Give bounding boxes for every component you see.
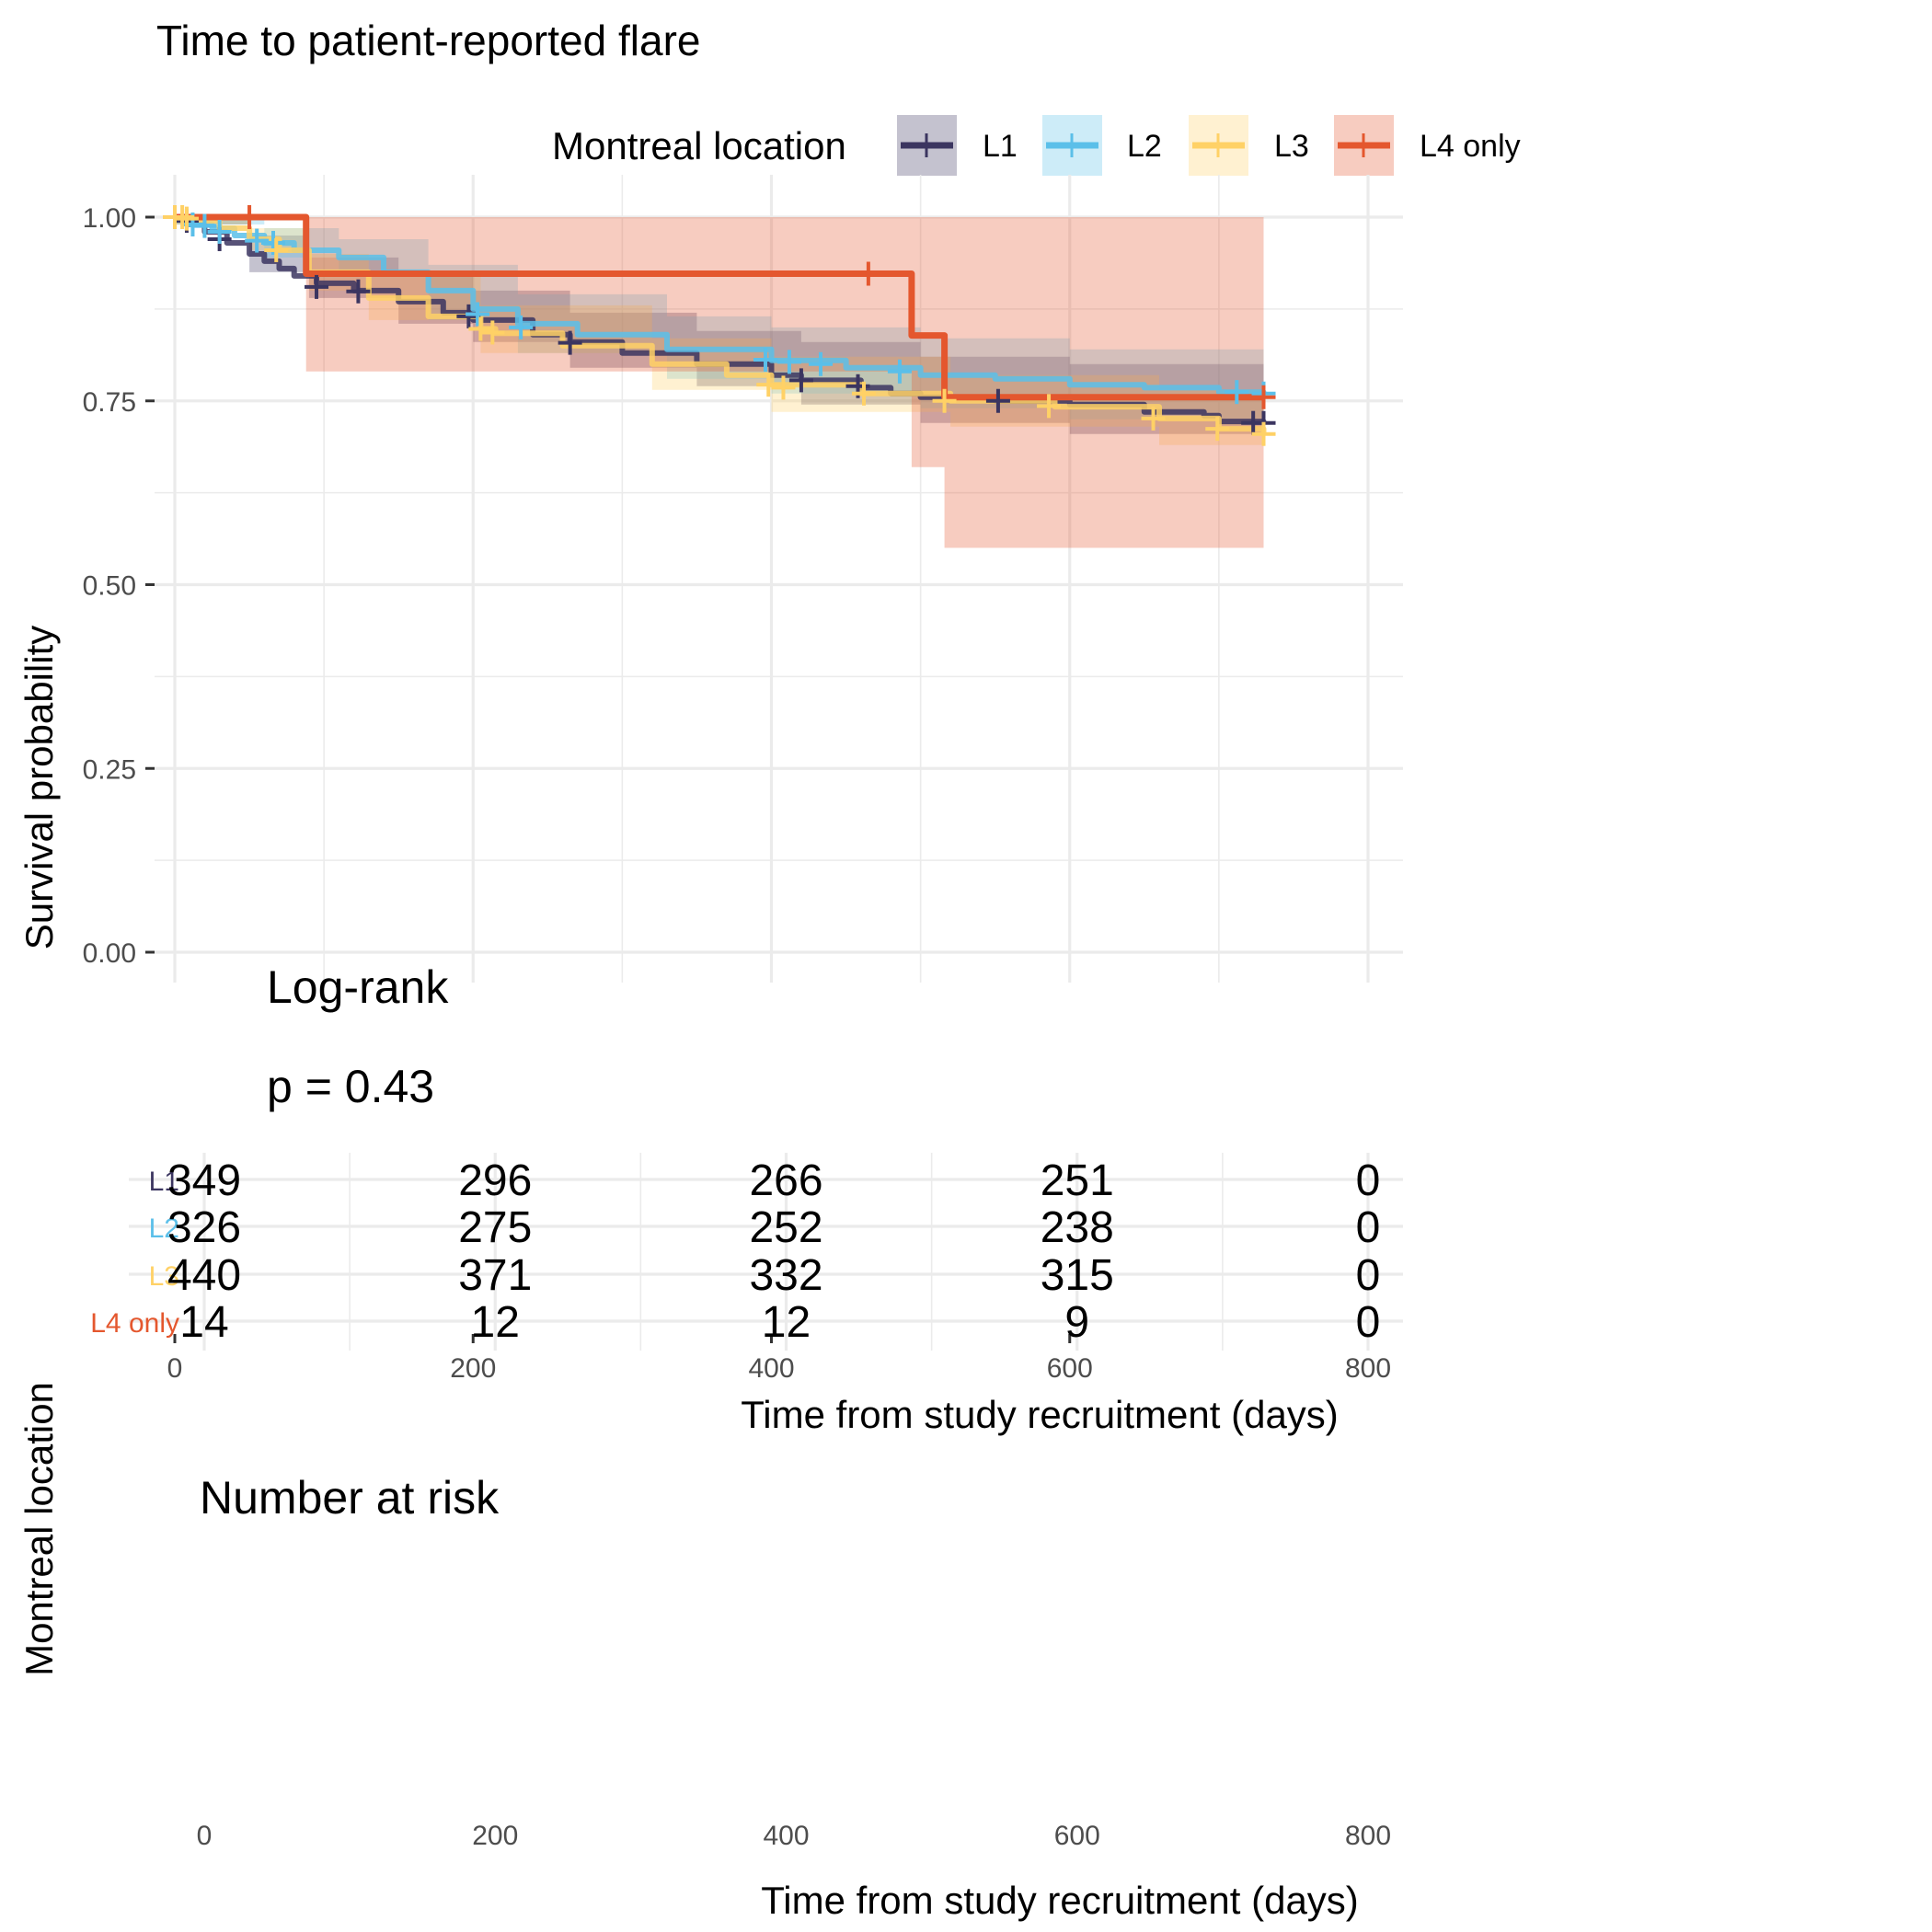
censor-mark-l4-only: [1251, 385, 1276, 409]
risk-table-x-title: Time from study recruitment (days): [761, 1879, 1359, 1922]
censor-mark-l2: [776, 350, 801, 374]
x-tick-label: 0: [167, 1353, 183, 1384]
censor-mark-l3: [468, 316, 493, 341]
risk-cell: 12: [762, 1298, 811, 1347]
risk-cell: 326: [167, 1203, 241, 1252]
risk-cell: 296: [458, 1156, 532, 1205]
chart-title: Time to patient-reported flare: [156, 17, 700, 64]
risk-cell: 12: [471, 1298, 520, 1347]
risk-cell: 238: [1041, 1203, 1114, 1252]
censor-mark-l2: [887, 359, 912, 384]
y-tick-label: 0.00: [83, 938, 136, 969]
risk-cell: 371: [458, 1251, 532, 1300]
censor-mark-l1: [346, 279, 371, 304]
risk-cell: 266: [749, 1156, 822, 1205]
legend-label-l3: L3: [1274, 129, 1309, 164]
risk-table-y-title: Montreal location: [17, 1382, 61, 1676]
risk-cell: 440: [167, 1251, 241, 1300]
logrank-label: Log-rank: [267, 961, 449, 1013]
risk-x-tick-label: 600: [1054, 1821, 1100, 1851]
censor-mark-l2: [809, 351, 834, 376]
risk-cell: 349: [167, 1156, 241, 1205]
censor-mark-l3: [1205, 417, 1230, 442]
y-tick-label: 0.75: [83, 387, 136, 418]
censor-mark-l3: [932, 388, 957, 413]
censor-mark-l1: [788, 368, 813, 393]
x-tick-label: 200: [450, 1353, 496, 1384]
risk-cell: 0: [1356, 1298, 1381, 1347]
censor-mark-l2: [192, 213, 217, 238]
main-plot-gridlines: [155, 175, 1403, 983]
ci-band-l4-only: [175, 217, 1264, 548]
censor-marks: [163, 205, 1276, 446]
x-axis-title: Time from study recruitment (days): [741, 1393, 1339, 1436]
censor-mark-l3: [852, 381, 877, 406]
censor-mark-l4-only: [237, 205, 262, 229]
risk-cell: 0: [1356, 1251, 1381, 1300]
risk-row-label: L4 only: [90, 1308, 179, 1339]
censor-mark-l3: [1251, 421, 1276, 446]
risk-cell: 14: [179, 1298, 228, 1347]
risk-table-title: Number at risk: [200, 1472, 500, 1524]
censor-mark-l1: [305, 274, 329, 299]
p-value-label: p = 0.43: [267, 1061, 434, 1112]
legend-item-l1: L1: [897, 115, 1018, 176]
x-tick-label: 400: [748, 1353, 794, 1384]
main-axes: 0 200 400 600 800 0.00 0.25 0.50 0.75 1.00: [83, 203, 1391, 1384]
risk-row-label: L2: [149, 1213, 179, 1244]
y-tick-label: 0.25: [83, 754, 136, 785]
y-tick-label: 1.00: [83, 203, 136, 234]
censor-mark-l3: [771, 375, 796, 400]
risk-x-tick-label: 0: [197, 1821, 213, 1851]
censor-mark-l2: [207, 219, 232, 244]
censor-mark-l3: [756, 373, 781, 397]
legend-label-l2: L2: [1127, 129, 1162, 164]
risk-x-tick-label: 800: [1345, 1821, 1391, 1851]
legend: Montreal location L1 L2 L3 L4 only: [552, 115, 1521, 176]
censor-mark-l1: [558, 330, 582, 355]
risk-cell: 0: [1356, 1203, 1381, 1252]
risk-x-tick-label: 200: [472, 1821, 518, 1851]
legend-item-l3: L3: [1189, 115, 1309, 176]
censor-mark-l2: [753, 348, 778, 373]
risk-x-tick-label: 400: [763, 1821, 809, 1851]
censor-mark-l1: [985, 388, 1010, 413]
risk-cell: 9: [1064, 1298, 1089, 1347]
censor-mark-l4-only: [856, 261, 880, 286]
censor-mark-l3: [1141, 406, 1166, 431]
censor-mark-l3: [1037, 394, 1062, 419]
censor-mark-l2: [509, 315, 534, 339]
risk-cell: 275: [458, 1203, 532, 1252]
legend-item-l4-only: L4 only: [1334, 115, 1521, 176]
censor-mark-l2: [1225, 380, 1249, 405]
risk-cell: 332: [749, 1251, 822, 1300]
risk-row-label: L3: [149, 1261, 179, 1292]
censor-mark-l3: [174, 206, 199, 231]
legend-title: Montreal location: [552, 124, 846, 167]
risk-table-axes: 0 200 400 600 800: [197, 1821, 1391, 1851]
y-tick-label: 0.50: [83, 571, 136, 602]
risk-cell: 0: [1356, 1156, 1381, 1205]
survival-curve-l4-only: [175, 213, 1264, 401]
censor-mark-l3: [480, 320, 505, 345]
risk-table-gridlines: [129, 1153, 1403, 1351]
y-axis-title: Survival probability: [17, 626, 61, 950]
risk-cell: 315: [1041, 1251, 1114, 1300]
x-tick-label: 800: [1345, 1353, 1391, 1384]
legend-item-l2: L2: [1042, 115, 1162, 176]
x-tick-label: 600: [1047, 1353, 1093, 1384]
legend-label-l4-only: L4 only: [1420, 129, 1521, 164]
risk-cell: 252: [749, 1203, 822, 1252]
censor-mark-l2: [466, 302, 490, 327]
censor-mark-l2: [245, 228, 270, 253]
risk-cell: 251: [1041, 1156, 1114, 1205]
censor-mark-l3: [264, 237, 289, 262]
survival-curve-l2: [175, 214, 1267, 396]
legend-label-l1: L1: [983, 129, 1018, 164]
risk-row-label: L1: [149, 1167, 179, 1197]
